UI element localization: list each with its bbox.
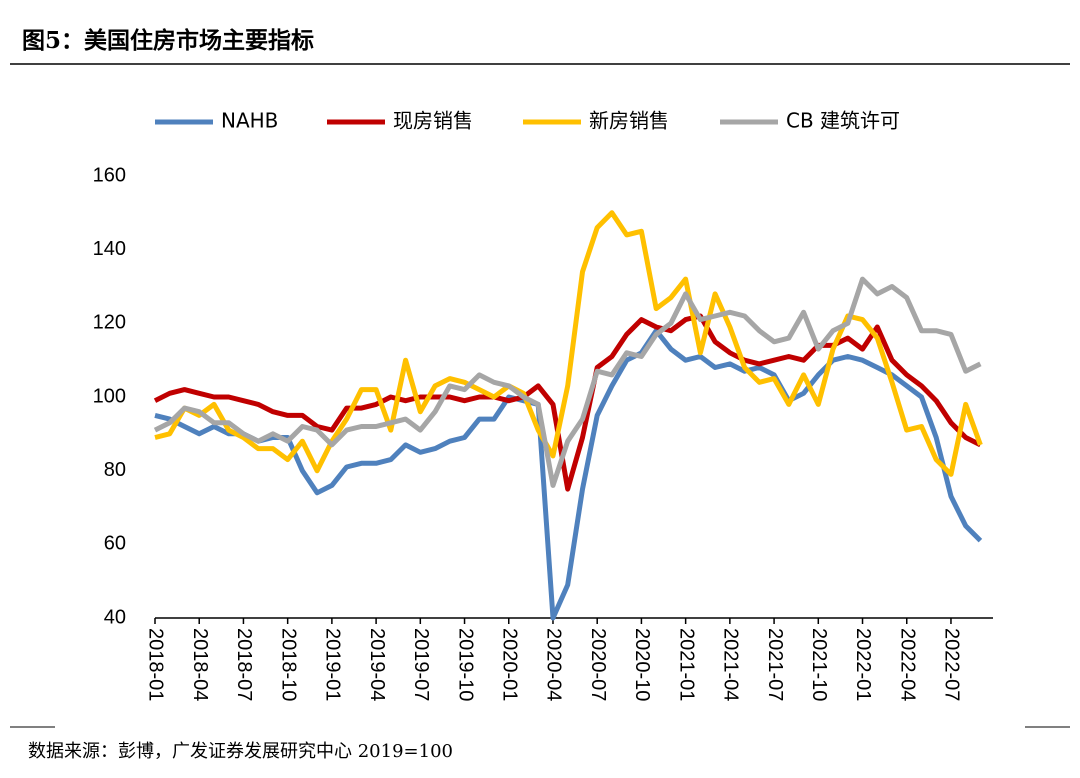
x-tick-label: 2018-04 — [189, 628, 211, 701]
y-tick-label: 40 — [104, 606, 126, 628]
x-tick-label: 2020-04 — [543, 628, 565, 701]
x-tick-label: 2020-01 — [498, 628, 520, 701]
source-note: 数据来源：彭博，广发证券发展研究中心 2019=100 — [28, 741, 453, 762]
x-tick-label: 2022-07 — [941, 628, 963, 701]
series-line — [154, 328, 983, 621]
y-tick-label: 60 — [104, 533, 126, 555]
x-tick-label: 2021-10 — [808, 628, 830, 701]
series-line — [153, 276, 982, 488]
x-tick-label: 2019-04 — [366, 628, 388, 701]
x-tick-label: 2022-04 — [896, 628, 918, 701]
y-tick-label: 160 — [93, 164, 126, 186]
series-line — [153, 313, 982, 492]
x-tick-label: 2020-07 — [587, 628, 609, 701]
y-tick-label: 140 — [93, 238, 126, 260]
x-tick-label: 2019-10 — [454, 628, 476, 701]
legend-label: 新房销售 — [589, 109, 669, 133]
x-tick-label: 2020-10 — [631, 628, 653, 701]
legend-label: 现房销售 — [393, 109, 473, 133]
x-tick-label: 2021-07 — [764, 628, 786, 701]
y-tick-label: 100 — [93, 385, 126, 407]
x-tick-label: 2019-07 — [410, 628, 432, 701]
chart-title: 图5：美国住房市场主要指标 — [22, 27, 314, 54]
y-tick-label: 80 — [104, 459, 126, 481]
legend-label: NAHB — [221, 109, 278, 133]
x-tick-label: 2019-01 — [322, 628, 344, 701]
x-tick-label: 2018-10 — [277, 628, 299, 701]
x-tick-label: 2021-01 — [675, 628, 697, 701]
y-tick-label: 120 — [93, 312, 126, 334]
x-tick-label: 2018-01 — [145, 628, 167, 701]
legend-label: CB 建筑许可 — [786, 109, 900, 133]
x-tick-label: 2021-04 — [720, 628, 742, 701]
x-tick-label: 2022-01 — [852, 628, 874, 701]
x-tick-label: 2018-07 — [233, 628, 255, 701]
